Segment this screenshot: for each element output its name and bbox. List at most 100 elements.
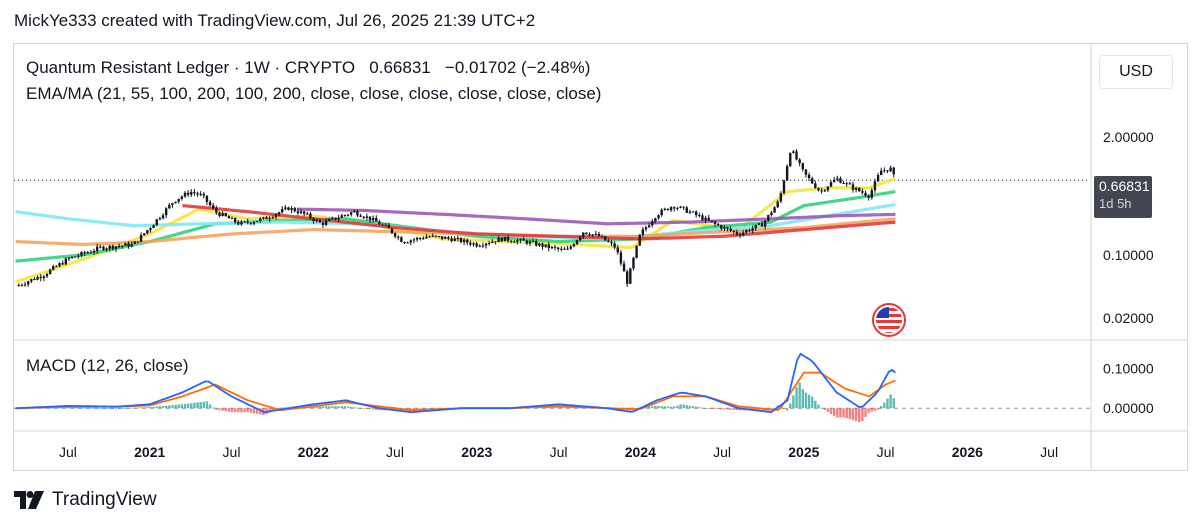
candle-up [629,268,632,284]
macd-histogram-bar [164,405,168,409]
candle-up [64,258,68,265]
candle-up [663,208,667,210]
candle-down [735,231,739,235]
macd-histogram-bar [92,407,96,409]
macd-histogram-bar [415,408,419,410]
macd-histogram-bar [284,407,287,409]
candle-up [168,204,171,209]
candle-down [237,222,240,225]
us-flag-icon[interactable] [872,303,906,337]
candle-down [447,237,450,239]
candle-up [281,209,284,213]
candle-up [829,182,833,187]
candle-down [362,216,365,218]
macd-histogram-bar [334,406,337,409]
macd-histogram-bar [368,408,372,410]
candle-down [227,216,231,219]
candle-down [588,234,591,236]
candle-up [425,236,428,239]
indicator-legend[interactable]: EMA/MA (21, 55, 100, 200, 100, 200, clos… [26,84,602,103]
macd-histogram-bar [823,408,826,410]
candle-down [867,195,870,198]
candle-up [582,232,585,237]
macd-histogram-bar [393,408,397,411]
macd-histogram-bar [801,389,804,409]
candle-down [666,208,670,211]
candle-down [720,225,723,229]
candle-up [883,170,886,172]
macd-histogram-bar [629,408,632,412]
date-tick-label: Jul [223,444,241,460]
macd-histogram-bar [704,408,707,410]
macd-histogram-bar [127,407,130,409]
macd-histogram-bar [331,406,334,409]
candle-down [196,193,199,195]
candle-up [484,243,488,246]
candle-down [547,244,550,249]
candle-down [729,228,732,231]
macd-histogram-bar [102,408,105,409]
candle-down [384,224,387,226]
footer-brand[interactable]: TradingView [52,489,157,510]
macd-histogram-bar [58,407,61,409]
macd-histogram-bar [168,405,171,409]
candle-up [114,246,118,249]
candle-down [356,211,359,216]
candle-up [823,190,826,192]
macd-histogram-bar [83,407,86,409]
macd-histogram-bar [221,408,224,411]
macd-histogram-bar [55,407,58,409]
macd-histogram-bar [199,402,202,409]
candle-up [415,237,419,240]
macd-histogram-bar [124,407,127,409]
candle-down [685,207,688,213]
macd-histogram-bar [86,407,89,409]
candle-up [876,175,880,182]
macd-histogram-bar [892,398,895,409]
candle-down [535,241,538,246]
candle-up [462,239,466,243]
candle-down [616,247,619,253]
macd-histogram-bar [713,408,717,410]
macd-histogram-bar [378,408,381,411]
candle-up [566,248,569,250]
candle-up [767,214,770,221]
macd-histogram-bar [829,408,833,414]
macd-histogram-bar [158,406,162,409]
macd-histogram-bar [870,408,873,412]
macd-histogram-bar [359,408,362,409]
candle-down [748,230,751,232]
macd-histogram-bar [117,408,121,409]
candle-up [353,211,356,213]
candle-down [509,240,513,242]
candle-down [716,223,720,226]
candle-up [644,227,648,230]
candle-up [152,225,155,229]
ma-line-ma-200 [296,207,896,226]
candle-up [412,239,416,241]
macd-histogram-bar [70,407,74,409]
candle-down [475,243,478,247]
macd-legend[interactable]: MACD (12, 26, close) [26,356,189,375]
candle-down [215,208,218,213]
candle-up [259,218,262,222]
symbol-name[interactable]: Quantum Resistant Ledger · 1W · CRYPTO [26,58,356,77]
candle-up [820,190,823,192]
macd-histogram-bar [732,408,736,410]
currency-button[interactable]: USD [1099,55,1173,89]
candle-down [393,233,397,237]
candle-down [886,170,889,172]
candle-down [450,238,453,242]
candle-up [528,241,532,244]
candle-up [641,229,645,235]
candle-down [682,206,685,208]
macd-histogram-bar [757,408,761,411]
candle-down [610,241,613,244]
candle-up [826,186,830,191]
candle-down [249,222,253,224]
candle-up [337,217,340,220]
macd-histogram-bar [133,407,137,409]
macd-histogram-bar [255,408,259,414]
candle-down [585,232,588,235]
